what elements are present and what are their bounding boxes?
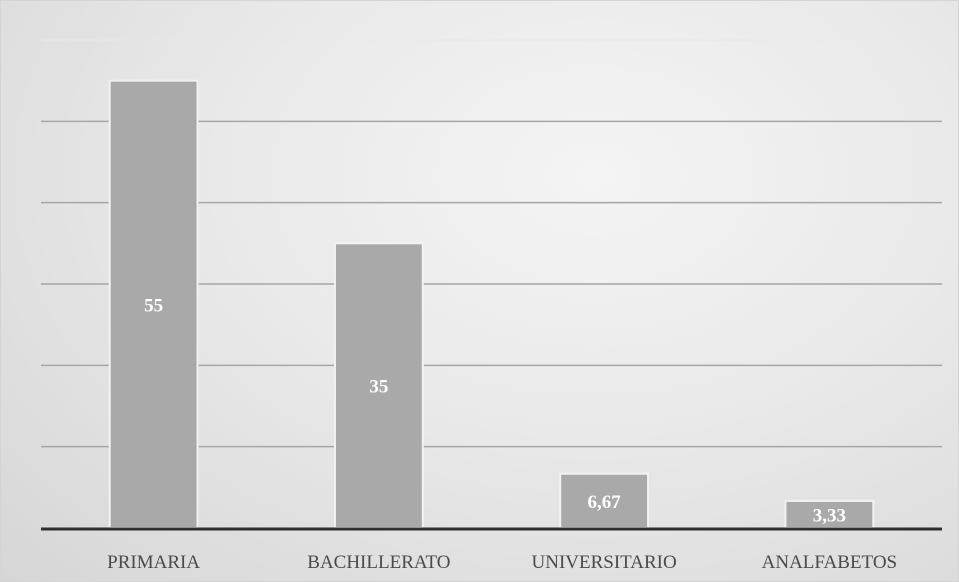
category-label: ANALFABETOS bbox=[762, 552, 897, 573]
category-label: PRIMARIA bbox=[107, 552, 200, 573]
bar-universitario bbox=[559, 472, 650, 530]
data-label: 3,33 bbox=[813, 505, 846, 526]
data-label: 55 bbox=[144, 295, 163, 316]
category-label: UNIVERSITARIO bbox=[532, 552, 677, 573]
category-labels: PRIMARIA BACHILLERATO UNIVERSITARIO ANALFAB… bbox=[107, 552, 897, 573]
data-label: 35 bbox=[369, 377, 388, 398]
bars bbox=[108, 79, 875, 530]
bar-bachillerato bbox=[333, 242, 424, 529]
data-labels: 55 35 6,67 3,33 bbox=[144, 295, 846, 526]
data-label: 6,67 bbox=[588, 492, 622, 513]
category-label: BACHILLERATO bbox=[307, 552, 450, 573]
